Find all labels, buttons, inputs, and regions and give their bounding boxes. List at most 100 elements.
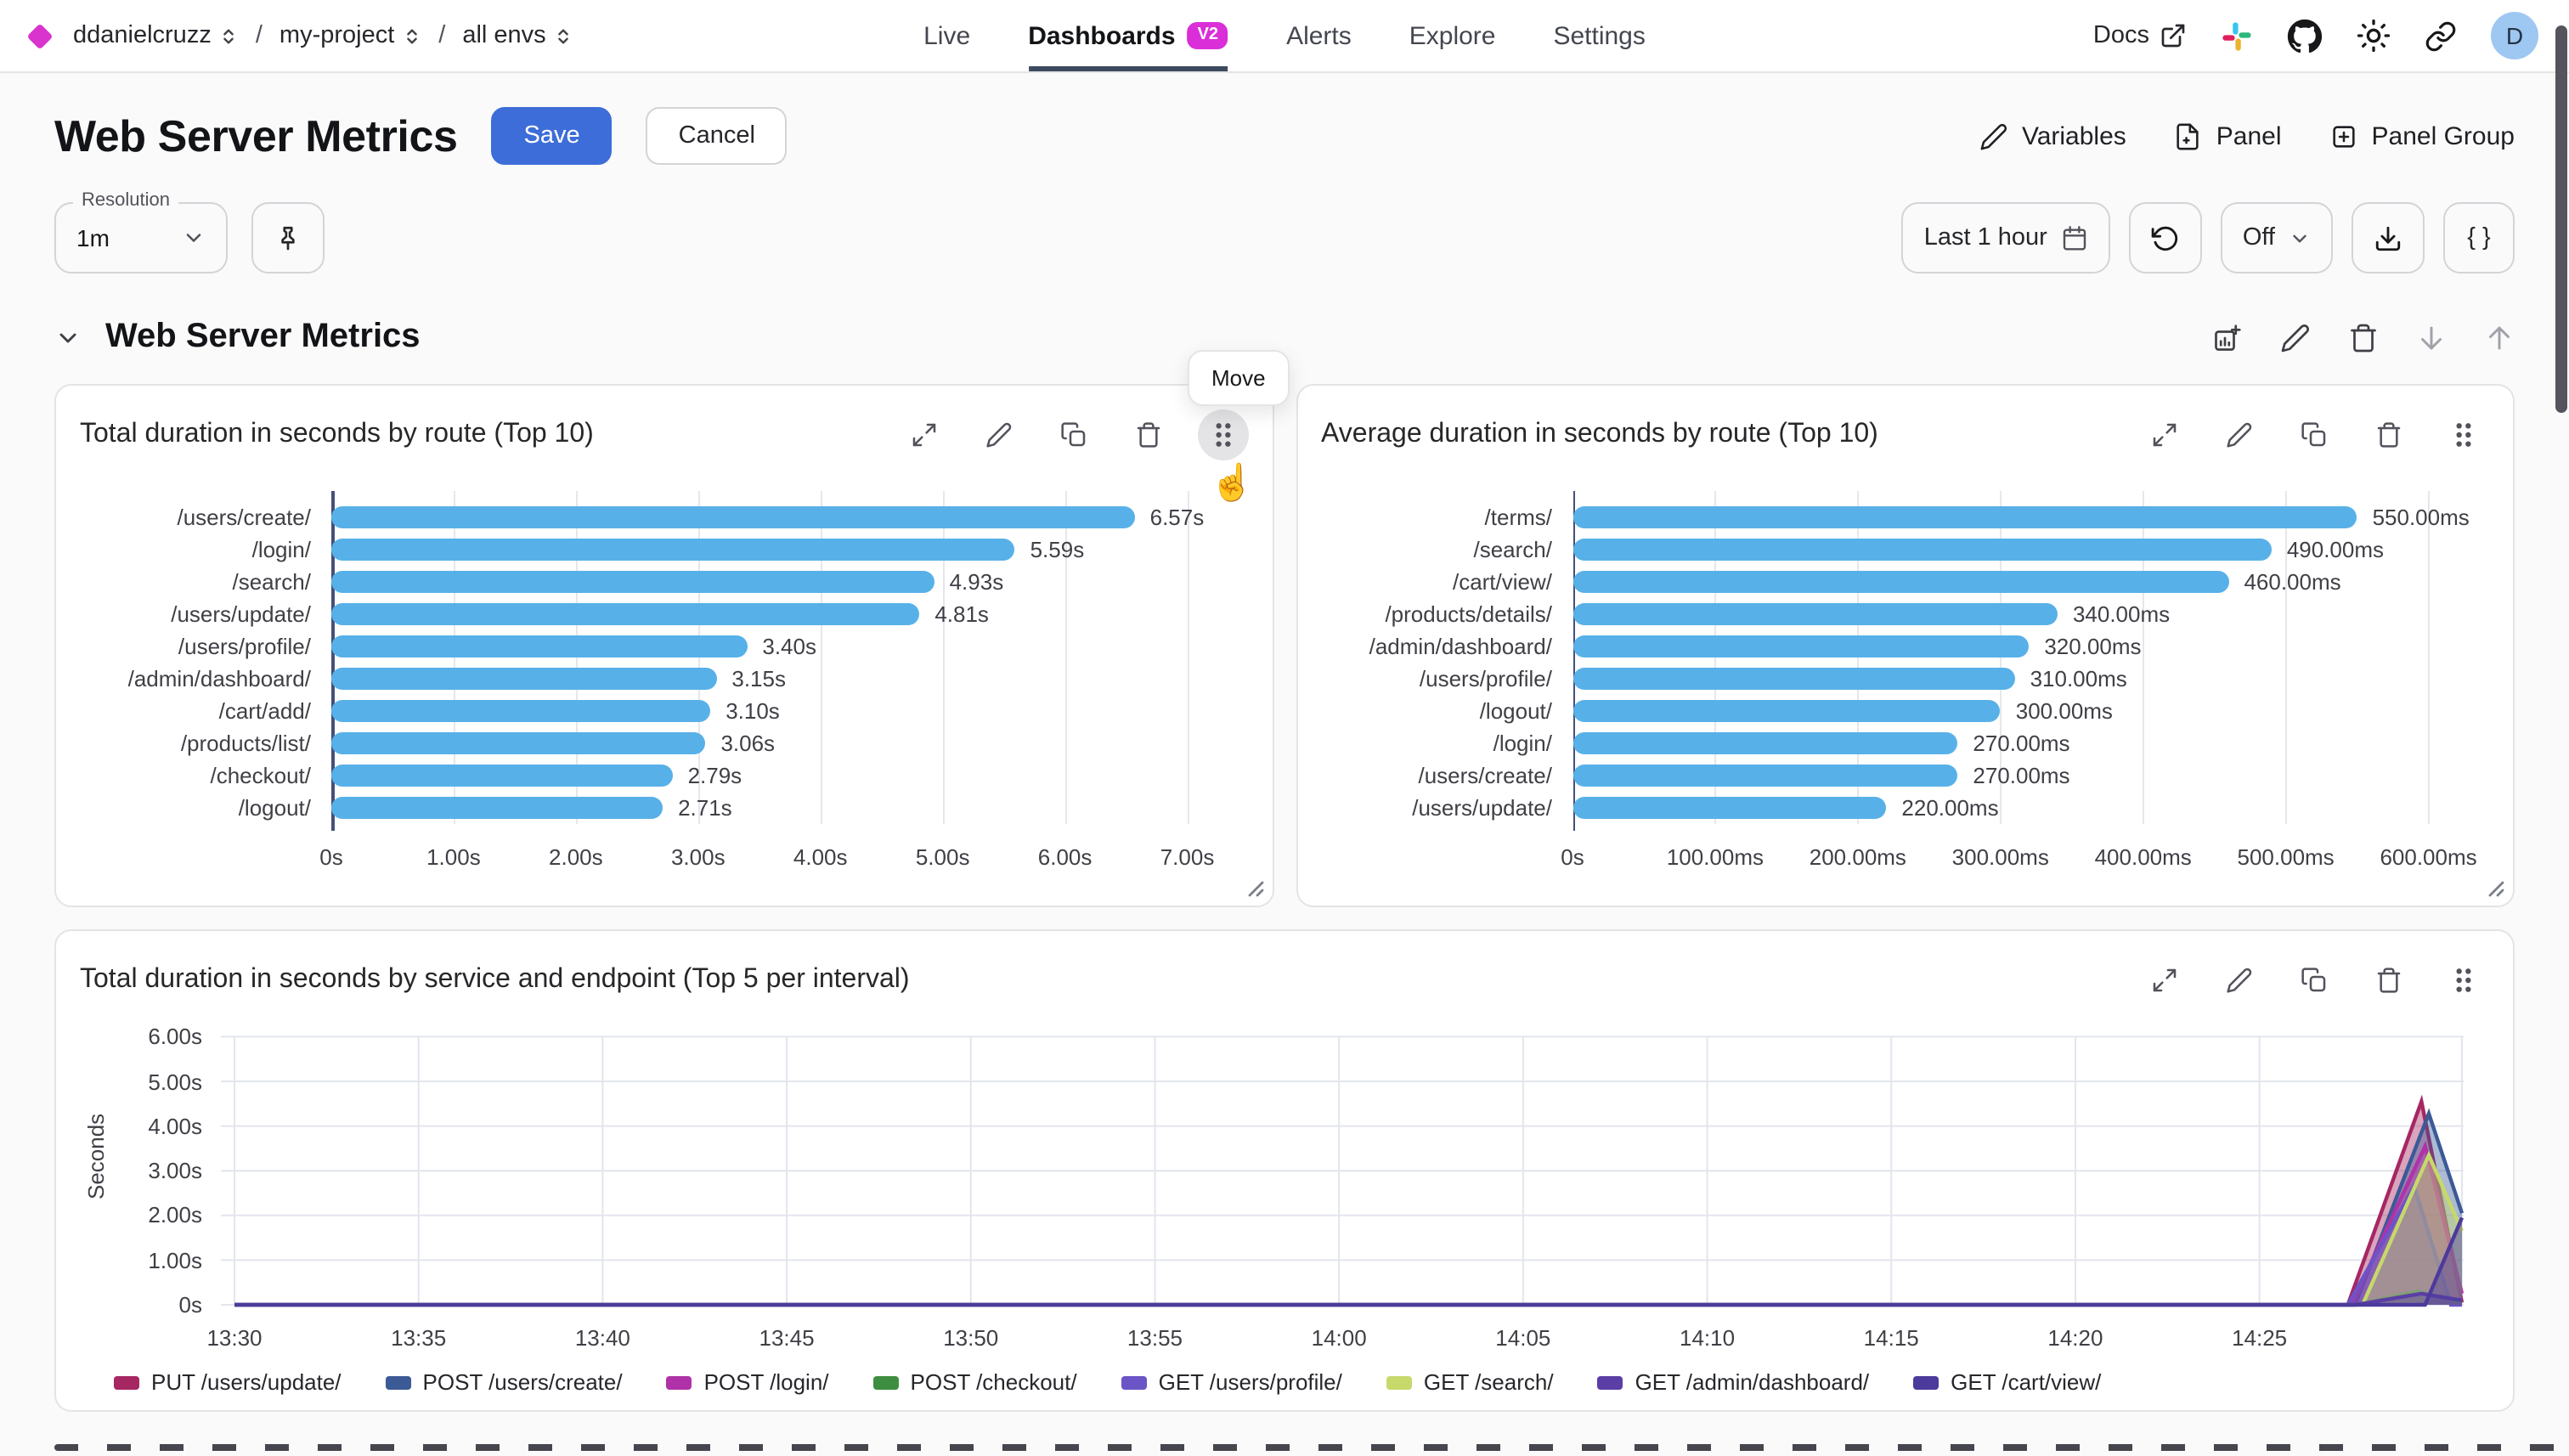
panel-group-title: Web Server Metrics bbox=[105, 318, 421, 355]
series-area bbox=[234, 1291, 2462, 1305]
x-tick-label: 0s bbox=[1561, 844, 1584, 870]
y-tick-label: 5.00s bbox=[148, 1069, 202, 1094]
save-button[interactable]: Save bbox=[491, 107, 613, 165]
panel-resize-handle[interactable] bbox=[2487, 880, 2504, 897]
tab-alerts[interactable]: Alerts bbox=[1286, 21, 1352, 50]
bar-value-label: 4.81s bbox=[934, 601, 989, 627]
avatar[interactable]: D bbox=[2491, 12, 2538, 59]
drag-panel-handle[interactable] bbox=[1197, 409, 1248, 460]
download-button[interactable] bbox=[2352, 202, 2425, 274]
theme-sun-icon[interactable] bbox=[2357, 19, 2391, 53]
duplicate-panel-icon[interactable] bbox=[2289, 409, 2340, 460]
edit-panel-icon[interactable] bbox=[2214, 955, 2265, 1006]
x-tick-label: 0s bbox=[319, 844, 343, 870]
breadcrumb-org-select[interactable]: ddanielcruzz bbox=[73, 22, 239, 49]
duplicate-panel-icon[interactable] bbox=[1047, 409, 1098, 460]
x-tick-label: 14:05 bbox=[1495, 1325, 1551, 1351]
x-axis-ticks: 13:30 13:35 13:40 13:45 13:50 13:55 14:00 14:05… bbox=[206, 1325, 2464, 1356]
legend-item[interactable]: GET /cart/view/ bbox=[1913, 1369, 2101, 1395]
legend-item[interactable]: POST /checkout/ bbox=[872, 1369, 1077, 1395]
bar-category-label: /users/create/ bbox=[177, 505, 311, 530]
download-icon bbox=[2375, 225, 2401, 251]
bar-category-label: /users/profile/ bbox=[178, 634, 311, 659]
github-icon[interactable] bbox=[2287, 18, 2323, 54]
toolbar: Resolution 1m Last 1 hour Off { } bbox=[54, 190, 2515, 274]
expand-panel-icon[interactable] bbox=[2139, 955, 2190, 1006]
legend-item[interactable]: PUT /users/update/ bbox=[114, 1369, 342, 1395]
chart-x-axis: 0s 100.00ms 200.00ms 300.00ms 400.00ms 500.00… bbox=[1561, 844, 2569, 878]
move-section-down-icon[interactable] bbox=[2416, 322, 2447, 353]
delete-section-icon[interactable] bbox=[2348, 322, 2379, 353]
bar bbox=[1572, 506, 2357, 528]
add-panel-button[interactable]: Panel bbox=[2174, 121, 2282, 150]
bar-category-label: /users/update/ bbox=[1412, 795, 1552, 821]
legend-item[interactable]: POST /users/create/ bbox=[385, 1369, 623, 1395]
edit-panel-icon[interactable] bbox=[973, 409, 1024, 460]
vertical-scrollbar-thumb[interactable] bbox=[2555, 25, 2567, 413]
series-line bbox=[234, 1094, 2464, 1307]
share-link-icon[interactable] bbox=[2425, 20, 2457, 52]
legend-item[interactable]: GET /search/ bbox=[1386, 1369, 1554, 1395]
edit-panel-icon[interactable] bbox=[2214, 409, 2265, 460]
add-panel-group-button[interactable]: Panel Group bbox=[2329, 121, 2515, 150]
legend-item[interactable]: GET /users/profile/ bbox=[1121, 1369, 1342, 1395]
move-section-up-icon[interactable] bbox=[2484, 322, 2515, 353]
breadcrumb-separator: / bbox=[255, 22, 263, 49]
legend-item[interactable]: POST /login/ bbox=[666, 1369, 829, 1395]
x-tick-label: 3.00s bbox=[670, 844, 726, 870]
panel-title: Total duration in seconds by route (Top … bbox=[80, 420, 594, 449]
breadcrumb-project-select[interactable]: my-project bbox=[279, 22, 421, 49]
expand-panel-icon[interactable] bbox=[898, 409, 949, 460]
delete-panel-icon[interactable] bbox=[1122, 409, 1173, 460]
expand-panel-icon[interactable] bbox=[2139, 409, 2190, 460]
time-series-chart: Seconds 0s 1.00s 2.00s 3.00s 4.00s 5.00s 6.00s… bbox=[80, 1009, 2489, 1400]
cancel-button[interactable]: Cancel bbox=[646, 107, 788, 165]
bar bbox=[331, 506, 1135, 528]
gridline bbox=[1714, 491, 1717, 824]
calendar-icon bbox=[2063, 226, 2086, 251]
tab-settings[interactable]: Settings bbox=[1553, 21, 1646, 50]
resolution-select[interactable]: Resolution 1m bbox=[54, 190, 228, 274]
delete-panel-icon[interactable] bbox=[2363, 955, 2414, 1006]
breadcrumb: ddanielcruzz / my-project / all envs bbox=[26, 22, 573, 49]
docs-link[interactable]: Docs bbox=[2093, 22, 2187, 49]
collapse-chevron-icon[interactable] bbox=[54, 324, 82, 351]
x-tick-label: 400.00ms bbox=[2094, 844, 2192, 870]
bar-value-label: 300.00ms bbox=[2015, 698, 2113, 724]
legend-item[interactable]: GET /admin/dashboard/ bbox=[1597, 1369, 1869, 1395]
duplicate-panel-icon[interactable] bbox=[2289, 955, 2340, 1006]
tab-explore[interactable]: Explore bbox=[1409, 21, 1496, 50]
gridline bbox=[2428, 491, 2431, 824]
tab-live[interactable]: Live bbox=[923, 21, 971, 50]
x-tick-label: 14:15 bbox=[1863, 1325, 1919, 1351]
bar bbox=[331, 700, 711, 722]
chart-x-axis: 0s 1.00s 2.00s 3.00s 4.00s 5.00s 6.00s 7.00s bbox=[319, 844, 1499, 878]
json-braces-button[interactable]: { } bbox=[2443, 202, 2515, 274]
bar-value-label: 310.00ms bbox=[2030, 666, 2127, 691]
bar bbox=[331, 765, 673, 787]
time-range-button[interactable]: Last 1 hour bbox=[1901, 202, 2110, 274]
gridline bbox=[1064, 491, 1067, 824]
breadcrumb-env-select[interactable]: all envs bbox=[462, 22, 573, 49]
resolution-label: Resolution bbox=[73, 190, 178, 211]
delete-panel-icon[interactable] bbox=[2363, 409, 2414, 460]
refresh-button[interactable] bbox=[2128, 202, 2202, 274]
x-tick-label: 13:55 bbox=[1126, 1325, 1183, 1351]
auto-refresh-select[interactable]: Off bbox=[2220, 202, 2333, 274]
bar-value-label: 490.00ms bbox=[2286, 537, 2384, 562]
bar-row: /products/list/3.06s bbox=[80, 727, 1248, 759]
gridline bbox=[575, 491, 578, 824]
slack-icon[interactable] bbox=[2221, 20, 2253, 52]
add-chart-icon[interactable] bbox=[2212, 322, 2243, 353]
panel-resize-handle[interactable] bbox=[1246, 880, 1263, 897]
edit-section-icon[interactable] bbox=[2280, 322, 2311, 353]
drag-panel-handle[interactable] bbox=[2438, 409, 2489, 460]
variables-button[interactable]: Variables bbox=[1979, 121, 2126, 150]
bar-value-label: 2.71s bbox=[678, 795, 732, 821]
drag-panel-handle[interactable] bbox=[2438, 955, 2489, 1006]
legend-swatch bbox=[1913, 1375, 1939, 1389]
pin-button[interactable] bbox=[251, 202, 325, 274]
gridline bbox=[2285, 491, 2288, 824]
tab-dashboards[interactable]: Dashboards V2 bbox=[1028, 0, 1229, 71]
panel-actions bbox=[2139, 409, 2489, 460]
